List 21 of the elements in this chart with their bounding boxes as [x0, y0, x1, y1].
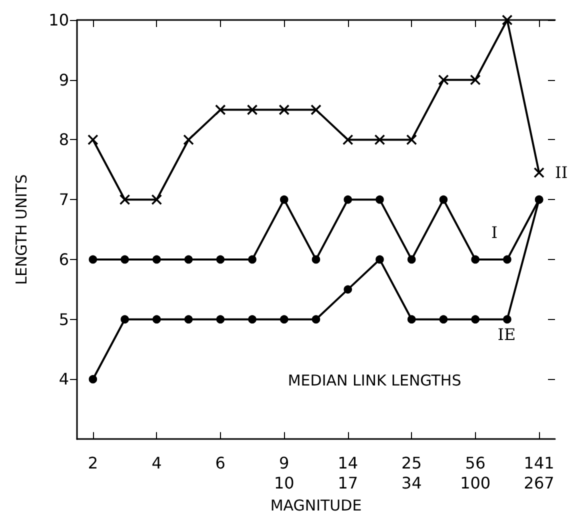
y-tick-label: 9: [58, 70, 69, 90]
y-axis-title: LENGTH UNITS: [12, 174, 30, 285]
annotation: MEDIAN LINK LENGTHS: [288, 371, 462, 390]
y-tick-label: 6: [58, 250, 69, 269]
x-tick-label: 9 10: [274, 454, 294, 493]
series-label: II: [555, 163, 568, 182]
x-tick-label: 56 100: [460, 454, 491, 493]
y-tick-label: 4: [58, 370, 69, 389]
series-label: IE: [498, 324, 516, 344]
x-tick-label: 141 267: [524, 454, 554, 493]
y-tick-label: 8: [58, 130, 69, 150]
y-tick-label: 7: [58, 190, 69, 210]
x-tick-label: 2: [88, 454, 98, 473]
series-label: I: [491, 223, 498, 242]
y-tick-label: 5: [58, 310, 69, 329]
x-tick-label: 4: [152, 454, 162, 473]
x-tick-label: 6: [215, 454, 226, 473]
x-tick-label: 14 17: [338, 454, 358, 493]
y-tick-label: 10: [48, 10, 69, 30]
x-axis-title: MAGNITUDE: [270, 496, 362, 514]
x-tick-label: 25 34: [401, 454, 422, 493]
